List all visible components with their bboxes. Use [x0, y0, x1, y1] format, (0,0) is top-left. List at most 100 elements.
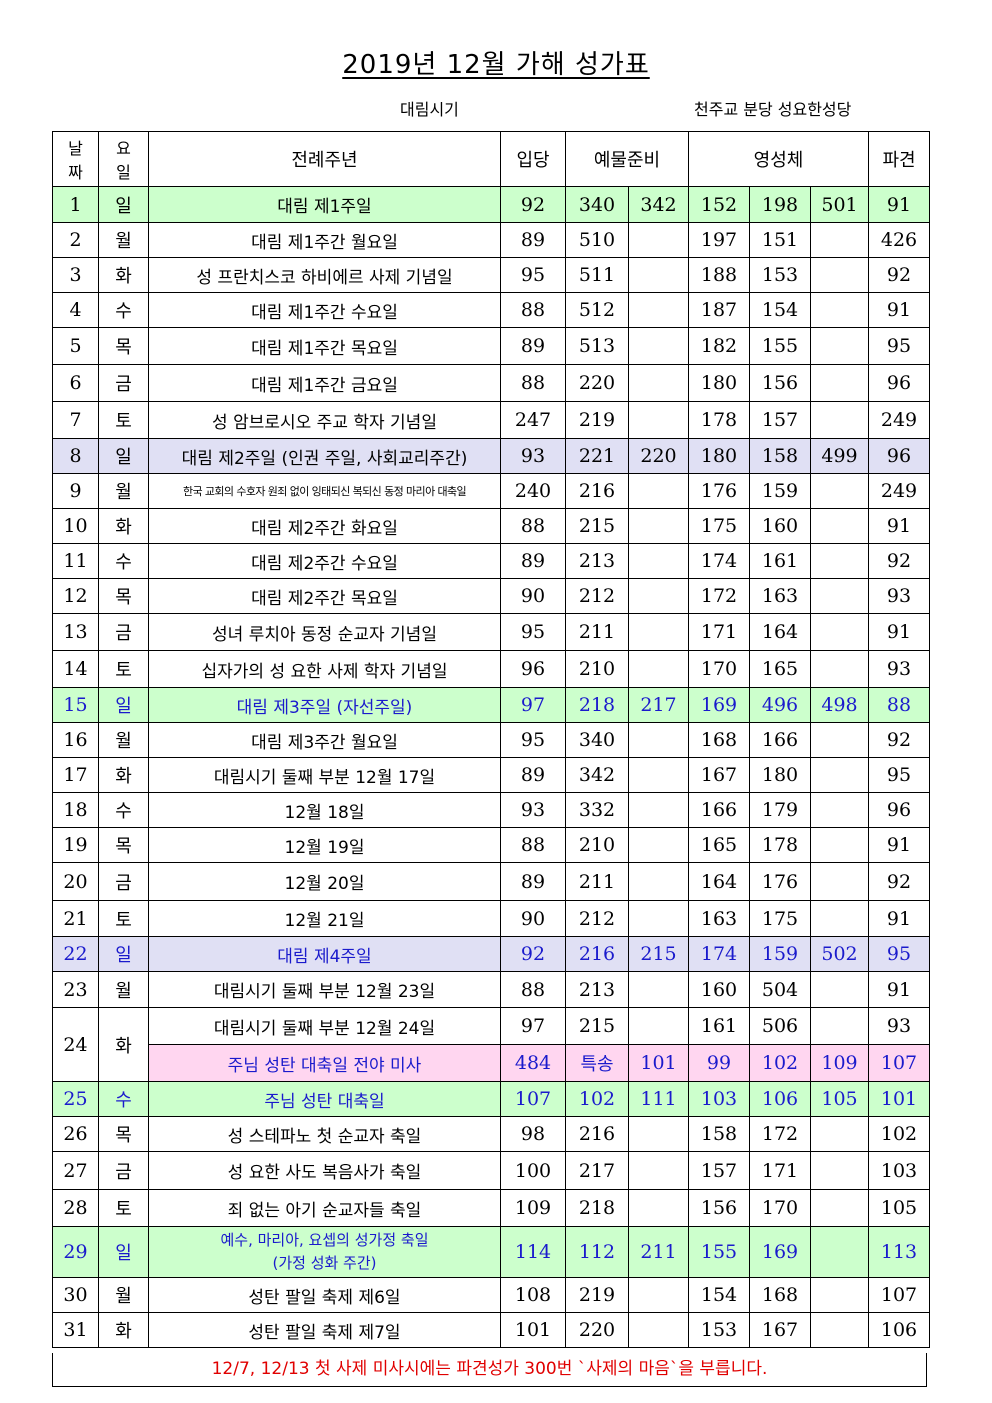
offertory2-cell	[628, 578, 689, 614]
day-cell: 10	[52, 508, 99, 544]
schedule-row: 14 토 십자가의 성 요한 사제 학자 기념일 96 210 170 165 93	[52, 650, 931, 688]
communion3-cell	[809, 900, 870, 937]
liturgy-cell: 주님 성탄 대축일 전야 미사	[148, 1044, 501, 1082]
offertory2-cell	[628, 1277, 689, 1313]
entrance-cell: 98	[500, 1116, 566, 1152]
liturgy-cell: 대림 제1주일	[148, 186, 501, 223]
communion2-cell: 169	[749, 1226, 811, 1278]
liturgy-cell: 성녀 루치아 동정 순교자 기념일	[148, 613, 501, 651]
day-cell: 4	[52, 292, 99, 328]
offertory1-cell: 210	[565, 650, 629, 688]
communion3-cell	[809, 757, 870, 793]
communion1-cell: 172	[688, 578, 750, 614]
liturgy-cell: 12월 19일	[148, 827, 501, 863]
day-cell: 23	[52, 971, 99, 1008]
liturgy-cell: 대림시기 둘째 부분 12월 23일	[148, 971, 501, 1008]
offertory2-cell	[628, 971, 689, 1008]
day-cell: 16	[52, 722, 99, 758]
header-offertory: 예물준비	[565, 131, 689, 187]
communion2-cell: 106	[749, 1081, 811, 1117]
day-cell: 18	[52, 792, 99, 828]
entrance-cell: 108	[500, 1277, 566, 1313]
communion3-cell	[809, 1116, 870, 1152]
communion3-cell	[809, 722, 870, 758]
liturgy-cell: 대림 제1주간 목요일	[148, 327, 501, 365]
entrance-cell: 92	[500, 186, 566, 223]
communion2-cell: 163	[749, 578, 811, 614]
day-cell: 17	[52, 757, 99, 793]
day-cell: 11	[52, 543, 99, 579]
offertory2-cell	[628, 292, 689, 328]
offertory1-cell: 219	[565, 1277, 629, 1313]
schedule-row: 9 월 한국 교회의 수호자 원죄 없이 잉태되신 복되신 동정 마리아 대축일 24…	[52, 473, 931, 509]
communion2-cell: 504	[749, 971, 811, 1008]
weekday-cell: 금	[98, 1151, 149, 1190]
weekday-cell: 목	[98, 578, 149, 614]
communion1-cell: 166	[688, 792, 750, 828]
day-cell: 3	[52, 257, 99, 293]
day-cell: 28	[52, 1189, 99, 1227]
communion1-cell: 154	[688, 1277, 750, 1313]
weekday-cell: 토	[98, 900, 149, 937]
day-cell: 1	[52, 186, 99, 223]
day-cell: 7	[52, 401, 99, 439]
weekday-cell: 금	[98, 364, 149, 402]
communion3-cell	[809, 292, 870, 328]
recessional-cell: 249	[868, 401, 931, 439]
recessional-cell: 93	[868, 1007, 931, 1045]
entrance-cell: 114	[500, 1226, 566, 1278]
communion1-cell: 165	[688, 827, 750, 863]
communion3-cell	[809, 1277, 870, 1313]
offertory1-cell: 220	[565, 364, 629, 402]
day-cell: 5	[52, 327, 99, 365]
schedule-row: 19 목 12월 19일 88 210 165 178 91	[52, 827, 931, 863]
offertory2-cell	[628, 650, 689, 688]
liturgy-cell: 대림 제4주일	[148, 936, 501, 972]
communion1-cell: 197	[688, 222, 750, 258]
entrance-cell: 90	[500, 900, 566, 937]
day-cell: 14	[52, 650, 99, 688]
schedule-row: 15 일 대림 제3주일 (자선주일) 97 218 217 169 496 498 88	[52, 687, 931, 723]
liturgy-line-2: (가정 성화 주간)	[272, 1254, 377, 1272]
entrance-cell: 101	[500, 1312, 566, 1348]
day-cell: 12	[52, 578, 99, 614]
liturgy-cell: 대림 제2주일 (인권 주일, 사회교리주간)	[148, 438, 501, 474]
liturgy-cell: 성 스테파노 첫 순교자 축일	[148, 1116, 501, 1152]
day-cell: 21	[52, 900, 99, 937]
weekday-cell: 일	[98, 1226, 149, 1278]
schedule-row: 13 금 성녀 루치아 동정 순교자 기념일 95 211 171 164 91	[52, 613, 931, 651]
recessional-cell: 107	[868, 1044, 931, 1082]
offertory2-cell	[628, 257, 689, 293]
communion3-cell	[809, 578, 870, 614]
schedule-row: 10 화 대림 제2주간 화요일 88 215 175 160 91	[52, 508, 931, 544]
schedule-row: 18 수 12월 18일 93 332 166 179 96	[52, 792, 931, 828]
communion2-cell: 159	[749, 473, 811, 509]
weekday-cell: 월	[98, 722, 149, 758]
entrance-cell: 88	[500, 364, 566, 402]
communion1-cell: 180	[688, 364, 750, 402]
entrance-cell: 93	[500, 792, 566, 828]
offertory1-cell: 213	[565, 543, 629, 579]
communion2-cell: 172	[749, 1116, 811, 1152]
communion3-cell: 501	[809, 186, 870, 223]
communion3-cell	[809, 473, 870, 509]
header-entrance: 입당	[500, 131, 566, 187]
weekday-cell: 일	[98, 438, 149, 474]
entrance-cell: 97	[500, 687, 566, 723]
entrance-cell: 240	[500, 473, 566, 509]
recessional-cell: 91	[868, 900, 931, 937]
communion2-cell: 153	[749, 257, 811, 293]
offertory2-cell	[628, 900, 689, 937]
schedule-row: 12 목 대림 제2주간 목요일 90 212 172 163 93	[52, 578, 931, 614]
recessional-cell: 426	[868, 222, 931, 258]
schedule-row: 25 수 주님 성탄 대축일 107 102 111 103 106 105 101	[52, 1081, 931, 1117]
recessional-cell: 92	[868, 257, 931, 293]
offertory1-cell: 216	[565, 473, 629, 509]
liturgy-cell: 12월 20일	[148, 862, 501, 901]
day-cell: 26	[52, 1116, 99, 1152]
offertory2-cell: 215	[628, 936, 689, 972]
day-cell: 30	[52, 1277, 99, 1313]
entrance-cell: 88	[500, 827, 566, 863]
